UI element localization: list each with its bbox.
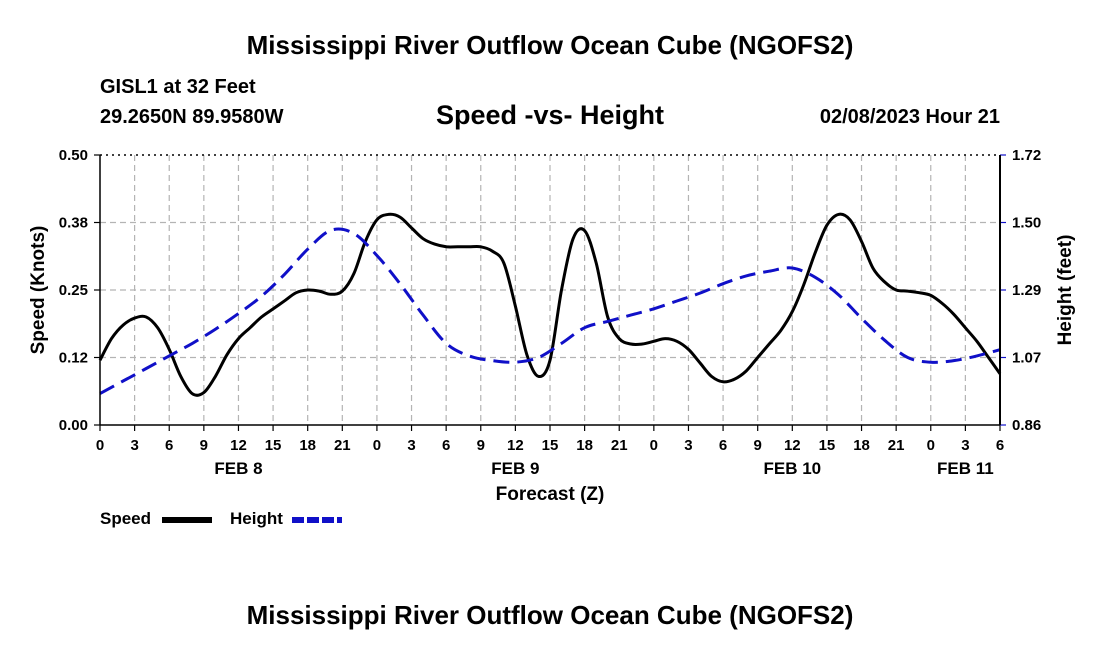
legend-height-label: Height bbox=[230, 509, 283, 528]
x-tick-label: 18 bbox=[299, 437, 316, 454]
y2-tick-label: 1.29 bbox=[1012, 282, 1041, 299]
legend-speed-label: Speed bbox=[100, 509, 152, 528]
coordinates-label: 29.2650N 89.9580W bbox=[100, 106, 284, 128]
x-tick-label: 6 bbox=[719, 437, 727, 454]
x-axis-title: Forecast (Z) bbox=[496, 484, 605, 505]
date-label: FEB 8 bbox=[214, 459, 262, 478]
x-tick-label: 15 bbox=[819, 437, 836, 454]
x-tick-label: 0 bbox=[650, 437, 658, 454]
y2-axis-title: Height (feet) bbox=[1055, 235, 1076, 346]
date-label: FEB 9 bbox=[491, 459, 539, 478]
date-label: FEB 10 bbox=[763, 459, 821, 478]
x-tick-label: 9 bbox=[200, 437, 208, 454]
y-tick-label: 0.12 bbox=[59, 350, 88, 367]
x-tick-label: 21 bbox=[334, 437, 351, 454]
x-tick-label: 6 bbox=[442, 437, 450, 454]
station-label: GISL1 at 32 Feet bbox=[100, 76, 256, 98]
x-tick-label: 18 bbox=[576, 437, 593, 454]
x-tick-label: 18 bbox=[853, 437, 870, 454]
y-tick-label: 0.50 bbox=[59, 147, 88, 164]
x-tick-label: 0 bbox=[927, 437, 935, 454]
date-label: FEB 11 bbox=[937, 459, 994, 478]
y-tick-label: 0.00 bbox=[59, 417, 88, 434]
x-tick-label: 9 bbox=[477, 437, 485, 454]
y-tick-label: 0.25 bbox=[59, 282, 88, 299]
y-axis-title: Speed (Knots) bbox=[28, 226, 49, 355]
forecast-datetime: 02/08/2023 Hour 21 bbox=[819, 106, 1000, 128]
x-tick-label: 0 bbox=[373, 437, 381, 454]
x-tick-label: 6 bbox=[996, 437, 1004, 454]
x-tick-label: 3 bbox=[684, 437, 692, 454]
x-tick-label: 6 bbox=[165, 437, 173, 454]
chart-title: Speed -vs- Height bbox=[435, 100, 665, 130]
footer-title: Mississippi River Outflow Ocean Cube (NG… bbox=[246, 600, 854, 630]
x-tick-label: 21 bbox=[611, 437, 628, 454]
y2-tick-label: 1.07 bbox=[1012, 350, 1041, 367]
x-tick-label: 12 bbox=[507, 437, 524, 454]
x-tick-label: 3 bbox=[130, 437, 138, 454]
x-tick-label: 12 bbox=[230, 437, 247, 454]
x-tick-label: 3 bbox=[961, 437, 969, 454]
x-tick-label: 21 bbox=[888, 437, 905, 454]
x-tick-label: 0 bbox=[96, 437, 104, 454]
series-line-height bbox=[99, 227, 1001, 395]
x-tick-label: 15 bbox=[542, 437, 559, 454]
y2-tick-label: 1.72 bbox=[1012, 147, 1041, 164]
x-tick-label: 9 bbox=[754, 437, 762, 454]
x-tick-label: 3 bbox=[407, 437, 415, 454]
main-title: Mississippi River Outflow Ocean Cube (NG… bbox=[246, 30, 854, 60]
y-tick-label: 0.38 bbox=[59, 215, 88, 232]
y2-tick-label: 1.50 bbox=[1012, 215, 1041, 232]
series-line-speed bbox=[98, 212, 1002, 397]
x-tick-label: 15 bbox=[265, 437, 282, 454]
y2-tick-label: 0.86 bbox=[1012, 417, 1041, 434]
x-tick-label: 12 bbox=[784, 437, 801, 454]
